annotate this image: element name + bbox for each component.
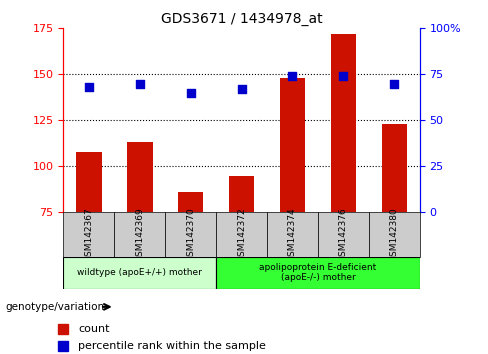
Bar [127, 142, 152, 212]
FancyBboxPatch shape [267, 212, 318, 257]
Text: wildtype (apoE+/+) mother: wildtype (apoE+/+) mother [77, 268, 202, 277]
FancyBboxPatch shape [318, 212, 369, 257]
Text: GSM142380: GSM142380 [390, 207, 399, 262]
Title: GDS3671 / 1434978_at: GDS3671 / 1434978_at [161, 12, 323, 26]
Point [136, 81, 143, 86]
Bar [178, 192, 203, 212]
FancyBboxPatch shape [63, 257, 216, 289]
FancyBboxPatch shape [114, 212, 165, 257]
Point [85, 84, 93, 90]
Point [340, 73, 347, 79]
Text: count: count [78, 324, 110, 334]
FancyBboxPatch shape [63, 212, 114, 257]
Point [390, 81, 398, 86]
Point [187, 90, 195, 96]
Text: apolipoprotein E-deficient
(apoE-/-) mother: apolipoprotein E-deficient (apoE-/-) mot… [259, 263, 377, 282]
Text: percentile rank within the sample: percentile rank within the sample [78, 341, 266, 351]
Text: GSM142369: GSM142369 [135, 207, 144, 262]
FancyBboxPatch shape [216, 212, 267, 257]
Text: GSM142376: GSM142376 [339, 207, 348, 262]
Text: genotype/variation: genotype/variation [5, 302, 104, 312]
Bar [331, 34, 356, 212]
FancyBboxPatch shape [165, 212, 216, 257]
Bar [280, 78, 305, 212]
Bar [382, 124, 407, 212]
FancyBboxPatch shape [216, 257, 420, 289]
Text: GSM142367: GSM142367 [84, 207, 93, 262]
Point [288, 73, 296, 79]
Text: GSM142370: GSM142370 [186, 207, 195, 262]
Point [238, 86, 245, 92]
Text: GSM142372: GSM142372 [237, 207, 246, 262]
Text: GSM142374: GSM142374 [288, 207, 297, 262]
Bar [229, 176, 254, 212]
FancyBboxPatch shape [369, 212, 420, 257]
Bar [76, 152, 102, 212]
